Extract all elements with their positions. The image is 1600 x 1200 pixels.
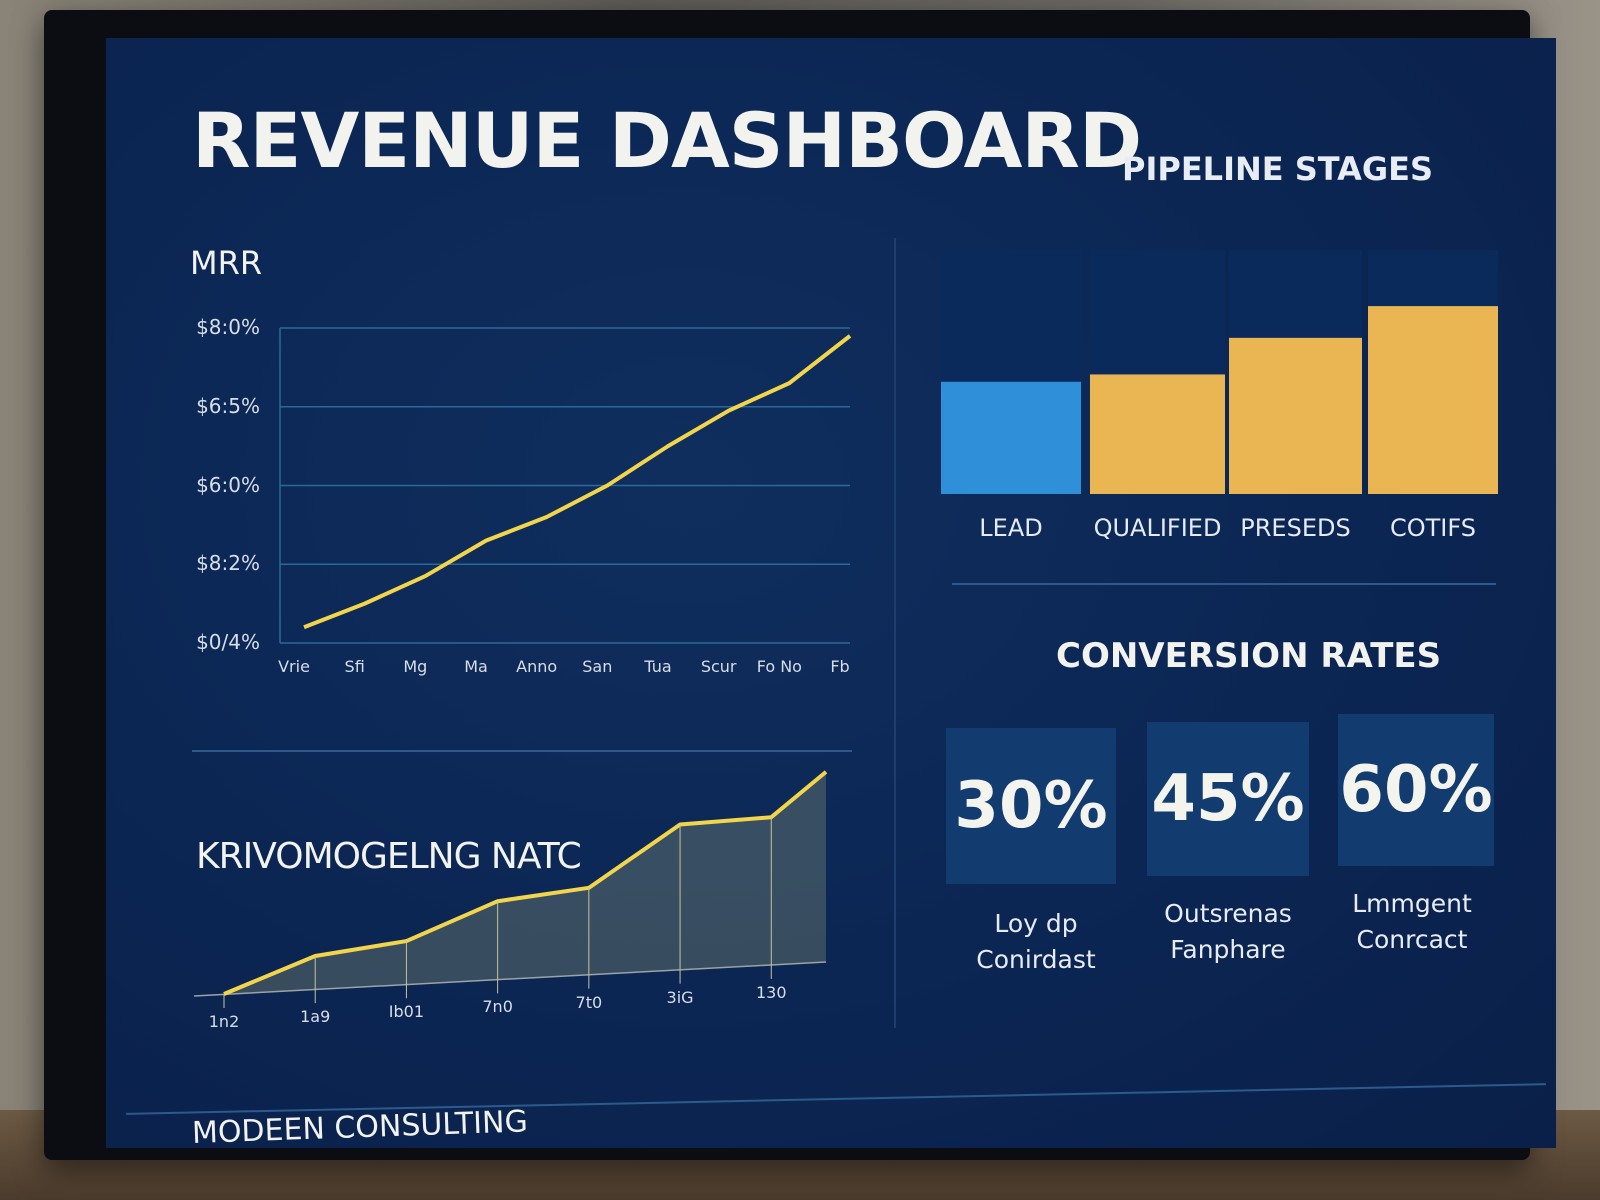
dashboard-screen: REVENUE DASHBOARD PIPELINE STAGES MRR $0…: [106, 38, 1556, 1148]
conversion-value: 60%: [1339, 753, 1493, 827]
x-tick-label: 1n2: [208, 1012, 240, 1031]
divider: [192, 750, 852, 752]
y-tick-label: $8:2%: [196, 551, 260, 576]
divider: [952, 583, 1496, 585]
x-tick-label: Fo No: [756, 657, 802, 676]
brand-logo: KRIVOMOGELNG NATC: [196, 836, 582, 877]
bar-preseds: [1229, 337, 1362, 494]
pipeline-title: PIPELINE STAGES: [1122, 150, 1434, 188]
x-tick-label: 130: [755, 982, 787, 1002]
bar-cotifs: [1368, 306, 1498, 494]
mrr-title: MRR: [190, 244, 263, 282]
conversion-label: Outsrenas Fanphare: [1164, 899, 1292, 964]
x-tick-label: 7t0: [575, 992, 603, 1012]
y-tick-label: $6:0%: [196, 472, 260, 497]
bar-label: COTIFS: [1389, 514, 1477, 542]
vertical-divider: [894, 238, 896, 1028]
conversion-title: CONVERSION RATES: [1056, 636, 1442, 676]
x-axis: [193, 961, 827, 997]
x-tick-label: Tua: [644, 657, 672, 676]
conversion-card: 30%: [946, 728, 1116, 884]
x-tick-label: Mg: [403, 657, 428, 676]
page-title: REVENUE DASHBOARD: [192, 96, 1142, 185]
y-tick-label: $6:5%: [196, 393, 260, 418]
x-tick-label: Vrie: [278, 657, 310, 676]
x-tick-label: San: [582, 657, 613, 676]
x-tick-label: Ma: [464, 657, 488, 676]
x-tick-label: Fb: [830, 657, 850, 676]
x-tick-label: 1a9: [300, 1007, 331, 1027]
y-tick-label: $0/4%: [196, 630, 260, 654]
bar-label: QUALIFIED: [1093, 514, 1222, 542]
conversion-card: 60%: [1338, 714, 1494, 866]
x-tick-label: 3iG: [666, 987, 694, 1007]
bar-label: LEAD: [979, 514, 1043, 542]
y-tick-label: $8:0%: [196, 315, 260, 339]
area-series-line: [223, 770, 828, 996]
conversion-label: Lmmgent Conrcact: [1352, 889, 1472, 954]
conversion-label: Loy dp Conirdast: [976, 909, 1096, 974]
mrr-series-line: [303, 334, 852, 630]
bar-label: PRESEDS: [1240, 514, 1351, 542]
conversion-value: 30%: [954, 769, 1108, 843]
x-tick-label: Anno: [516, 657, 558, 676]
monitor-bezel: REVENUE DASHBOARD PIPELINE STAGES MRR $0…: [44, 10, 1556, 1160]
conversion-card: 45%: [1147, 722, 1309, 876]
bar-lead: [941, 381, 1081, 494]
bar-qualified: [1090, 374, 1225, 494]
x-tick-label: 7n0: [482, 997, 513, 1017]
conversion-value: 45%: [1151, 762, 1305, 836]
x-tick-label: Ib01: [388, 1002, 425, 1022]
x-tick-label: Sfi: [344, 657, 365, 676]
area-fill: [224, 771, 826, 994]
x-tick-label: Scur: [700, 657, 737, 676]
